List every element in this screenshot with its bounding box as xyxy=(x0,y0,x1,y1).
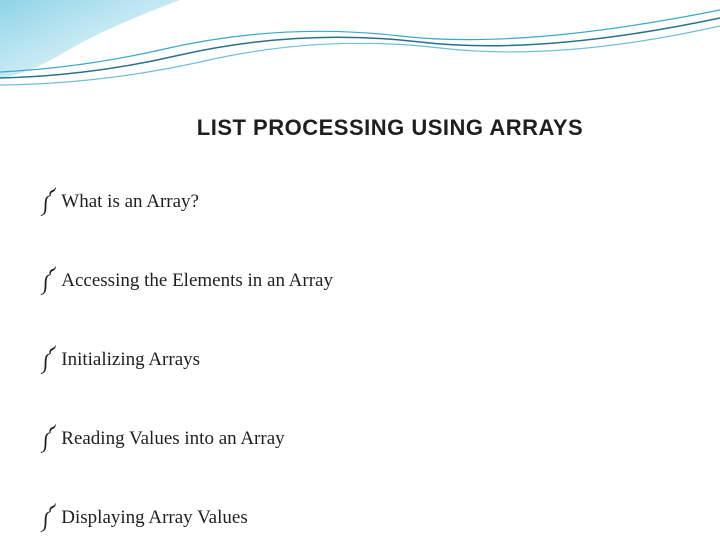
bullet-marker-icon: ༼ xyxy=(40,258,55,312)
bullet-text: Reading Values into an Array xyxy=(61,428,284,450)
bullet-text: Displaying Array Values xyxy=(61,507,247,529)
bullet-text: What is an Array? xyxy=(61,191,199,213)
bullet-marker-icon: ༼ xyxy=(40,416,55,470)
bullet-item: ༼ Accessing the Elements in an Array xyxy=(40,258,680,312)
bullet-item: ༼ Initializing Arrays xyxy=(40,337,680,391)
bullet-marker-icon: ༼ xyxy=(40,337,55,391)
bullet-item: ༼ What is an Array? xyxy=(40,179,680,233)
bullet-text: Accessing the Elements in an Array xyxy=(61,270,333,292)
bullet-item: ༼ Reading Values into an Array xyxy=(40,416,680,470)
bullet-marker-icon: ༼ xyxy=(40,495,55,540)
bullet-marker-icon: ༼ xyxy=(40,179,55,233)
bullet-text: Initializing Arrays xyxy=(61,349,200,371)
slide-title: LIST PROCESSING USING ARRAYS xyxy=(40,115,680,141)
bullet-list: ༼ What is an Array? ༼ Accessing the Element… xyxy=(40,179,680,540)
slide-content: LIST PROCESSING USING ARRAYS ༼ What is an… xyxy=(0,0,720,540)
bullet-item: ༼ Displaying Array Values xyxy=(40,495,680,540)
